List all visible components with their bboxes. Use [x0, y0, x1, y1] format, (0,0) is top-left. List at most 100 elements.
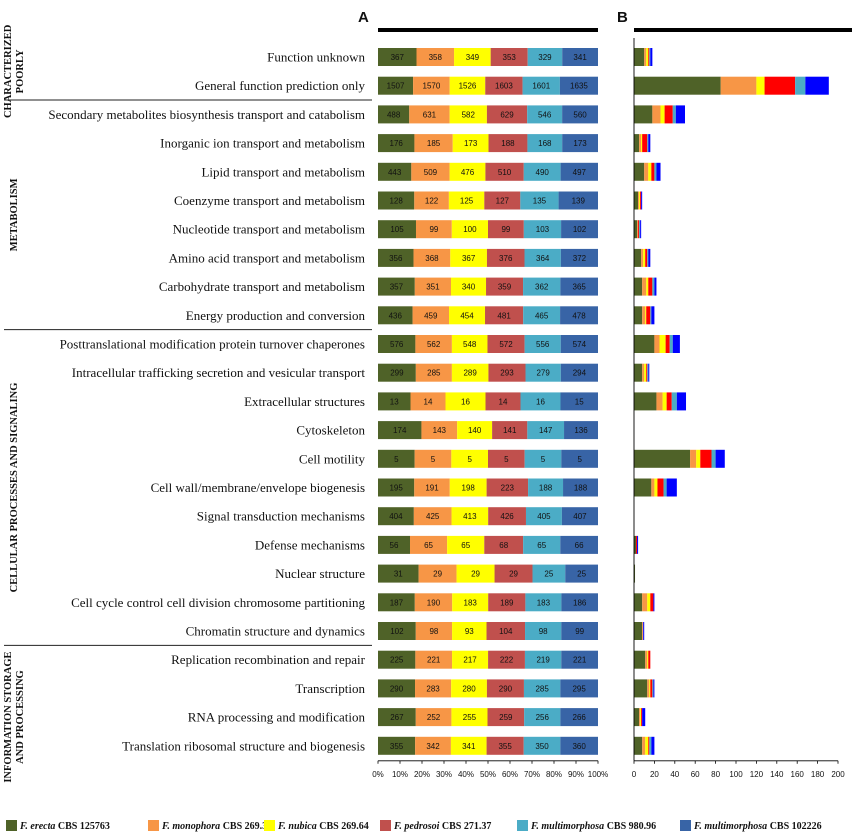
bar-a-value-label: 29: [509, 570, 518, 579]
bar-a-value-label: 285: [427, 369, 441, 378]
legend-swatch: [264, 820, 275, 831]
bar-b-segment: [634, 277, 643, 296]
bar-a-value-label: 168: [538, 139, 552, 148]
bar-b-segment: [659, 335, 666, 353]
bar-a-segment: [527, 421, 565, 440]
bar-b-segment: [641, 248, 644, 267]
bar-a-segment: [560, 335, 598, 353]
bar-a-value-label: 355: [498, 742, 512, 751]
bar-a-segment: [561, 593, 598, 612]
bar-a-segment: [562, 48, 598, 66]
bar-b-segment: [637, 220, 639, 239]
bar-a-segment: [494, 564, 533, 583]
bar-b-segment: [663, 478, 667, 497]
bar-a-value-label: 1603: [495, 82, 513, 91]
bar-a-value-label: 25: [577, 570, 586, 579]
row-label: Signal transduction mechanisms: [197, 509, 365, 524]
bar-a-value-label: 481: [497, 311, 511, 320]
bar-a-segment: [445, 392, 486, 411]
bar-a-segment: [561, 507, 598, 526]
legend-swatch: [148, 820, 159, 831]
bar-a-segment: [562, 105, 598, 124]
group-label: AND PROCESSING: [15, 670, 26, 764]
bar-a-segment: [415, 736, 451, 755]
row-label: Chromatin structure and dynamics: [186, 624, 365, 639]
bar-b-segment: [660, 105, 665, 124]
bar-b-segment: [641, 191, 643, 210]
bar-a-segment: [525, 507, 562, 526]
bar-b-segment: [654, 162, 657, 181]
axis-a-tick-label: 100%: [588, 770, 608, 779]
bar-b-segment: [642, 708, 646, 727]
bar-b-segment: [647, 134, 649, 153]
bar-a-value-label: 135: [533, 197, 547, 206]
bar-a-segment: [525, 622, 562, 640]
bar-a-segment: [560, 708, 598, 727]
bar-b-segment: [634, 134, 640, 153]
bar-a-value-label: 65: [424, 541, 433, 550]
bar-a-segment: [524, 650, 562, 669]
bar-b-segment: [647, 363, 649, 382]
bar-a-segment: [449, 478, 487, 497]
bar-b-segment: [639, 134, 642, 153]
bar-a-segment: [448, 191, 485, 210]
row-label: General function prediction only: [195, 78, 366, 93]
bar-a-segment: [378, 421, 422, 440]
bar-a-segment: [488, 134, 528, 153]
bar-a-segment: [413, 248, 451, 267]
bar-a-segment: [485, 392, 521, 411]
bar-a-value-label: 1570: [423, 82, 441, 91]
axis-b-tick-label: 100: [729, 770, 743, 779]
bar-b-segment: [634, 392, 657, 411]
legend-swatch: [517, 820, 528, 831]
bar-a-segment: [414, 191, 449, 210]
bar-b-segment: [648, 134, 651, 153]
bar-a-segment: [378, 48, 417, 66]
bar-a-value-label: 574: [573, 340, 587, 349]
bar-a-value-label: 290: [390, 684, 404, 693]
axis-a-tick-label: 70%: [524, 770, 540, 779]
bar-b-segment: [756, 76, 765, 95]
bar-a-segment: [421, 421, 458, 440]
bar-a-segment: [486, 105, 528, 124]
bar-a-segment: [410, 535, 448, 554]
bar-b-segment: [634, 593, 643, 612]
bar-a-segment: [522, 76, 560, 95]
axis-b-tick-label: 20: [650, 770, 659, 779]
bar-b-segment: [653, 679, 655, 698]
bar-a-value-label: 340: [462, 283, 476, 292]
bar-a-segment: [523, 679, 561, 698]
bar-a-segment: [451, 220, 488, 239]
bar-b-segment: [638, 220, 640, 239]
bar-a-value-label: 367: [391, 53, 405, 62]
bar-a-segment: [414, 449, 452, 468]
panel-b-top-bar: [634, 28, 852, 32]
bar-a-value-label: 147: [539, 426, 553, 435]
legend-species: F. nubica: [277, 821, 317, 832]
bar-a-value-label: 294: [573, 369, 587, 378]
axis-b-tick-label: 140: [770, 770, 784, 779]
bar-a-value-label: 189: [500, 598, 514, 607]
bar-b-segment: [638, 191, 640, 210]
bar-b-segment: [634, 162, 645, 181]
bar-a-value-label: 497: [573, 168, 587, 177]
bar-b-segment: [656, 162, 661, 181]
bar-a-segment: [563, 478, 598, 497]
bar-a-segment: [415, 335, 452, 353]
bar-b-segment: [634, 248, 642, 267]
bar-b-segment: [675, 105, 685, 124]
bar-a-value-label: 174: [393, 426, 407, 435]
group-label: METABOLISM: [9, 178, 20, 251]
row-label: Carbohydrate transport and metabolism: [159, 279, 365, 294]
bar-a-value-label: 173: [464, 139, 478, 148]
bar-b-segment: [649, 736, 652, 755]
bar-b-segment: [656, 392, 663, 411]
bar-b-segment: [634, 48, 645, 66]
bar-a-segment: [449, 162, 486, 181]
bar-a-value-label: 185: [427, 139, 441, 148]
axis-a-tick-label: 60%: [502, 770, 518, 779]
bar-a-value-label: 217: [463, 656, 477, 665]
bar-a-segment: [378, 593, 415, 612]
row-label: Defense mechanisms: [255, 537, 365, 552]
bar-a-value-label: 476: [461, 168, 475, 177]
